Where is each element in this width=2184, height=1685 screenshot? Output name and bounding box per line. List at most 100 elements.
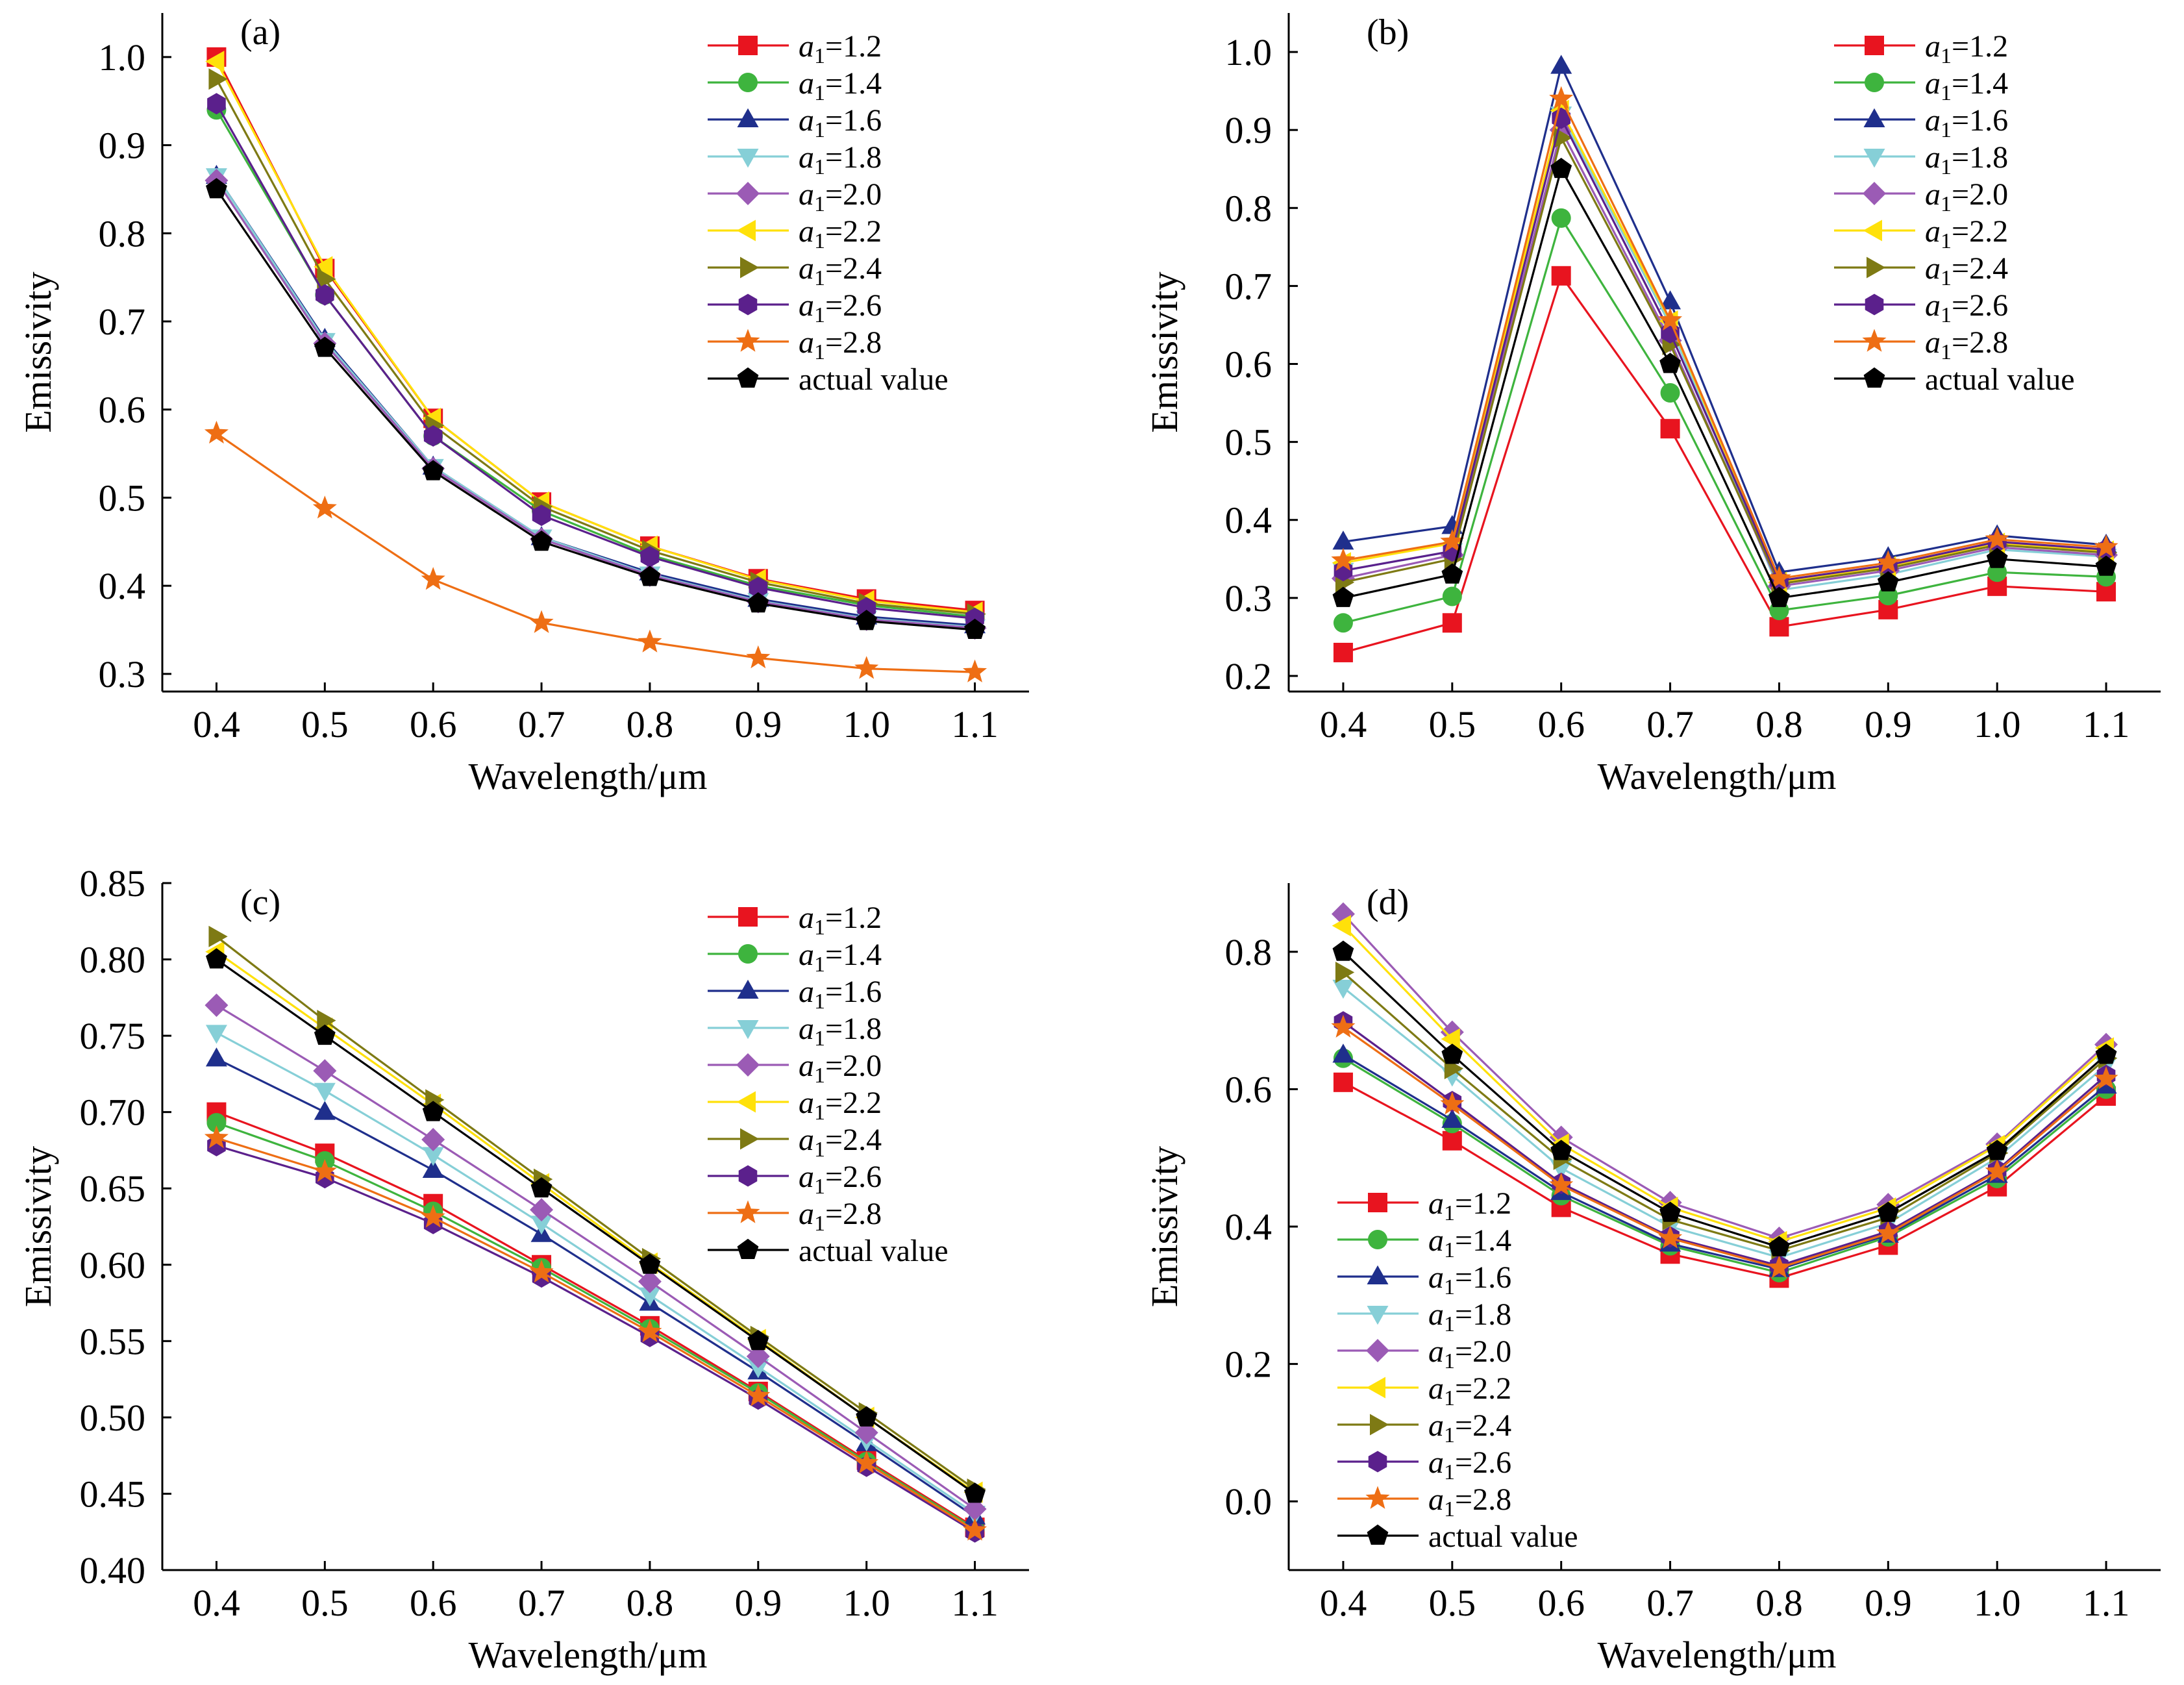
data-point: [1440, 529, 1465, 553]
legend-marker: [1368, 1230, 1387, 1249]
legend-label: a1=2.8: [1428, 1482, 1511, 1521]
x-tick-label: 0.6: [410, 703, 457, 745]
legend-marker: [737, 367, 759, 388]
legend-marker: [1365, 1486, 1390, 1509]
legend-marker: [736, 329, 760, 352]
series-line: [216, 103, 975, 619]
legend-item: a1=1.8: [1834, 140, 2008, 179]
panel-label: (b): [1367, 12, 1409, 53]
legend-item: a1=1.6: [1337, 1260, 1511, 1299]
x-tick-label: 0.6: [1537, 703, 1585, 745]
data-point: [206, 178, 227, 199]
panel-0: 0.3 0.4 0.5 0.6 0.7 0.8 0.9 1.0 0.4 0.5 0.6 0.7 0.8 0…: [17, 12, 1029, 797]
data-point: [1985, 527, 2009, 550]
series-a1_2.8: [204, 420, 987, 682]
data-point: [640, 545, 660, 568]
data-point: [1658, 1225, 1683, 1249]
series-line: [216, 936, 976, 1490]
data-point: [1986, 547, 2008, 568]
legend-label: a1=1.2: [1925, 29, 2008, 68]
y-tick-label: 0.2: [1225, 1343, 1272, 1386]
y-tick-label: 0.40: [80, 1549, 146, 1591]
data-point: [314, 1024, 336, 1045]
legend-marker: [736, 1091, 756, 1113]
legend-marker: [737, 1238, 759, 1259]
data-point: [422, 1147, 444, 1166]
y-tick-label: 0.0: [1225, 1480, 1272, 1523]
y-axis-title: Emissivity: [17, 1146, 59, 1307]
data-point: [530, 1177, 552, 1198]
data-point: [207, 93, 226, 115]
data-point: [963, 1497, 987, 1521]
series-line: [216, 1121, 976, 1530]
legend-label: actual value: [1925, 362, 2075, 397]
x-tick-label: 1.0: [843, 703, 890, 745]
data-point: [1440, 1092, 1465, 1115]
data-point: [1332, 979, 1354, 999]
series-line: [216, 1057, 976, 1518]
series-actual: [206, 178, 986, 639]
series-line: [1342, 1021, 2107, 1267]
legend-marker: [1368, 1193, 1387, 1212]
legend-marker: [1366, 1377, 1385, 1399]
data-point: [857, 597, 876, 619]
legend-item: a1=2.8: [708, 325, 882, 364]
series-line: [1343, 1081, 2107, 1279]
legend-label: a1=1.6: [1925, 103, 2008, 142]
legend-marker: [1367, 1306, 1389, 1325]
data-point: [204, 1125, 229, 1149]
legend-marker: [737, 149, 759, 168]
data-point: [1331, 1014, 1356, 1038]
data-point: [1335, 962, 1355, 984]
panel-label: (a): [240, 12, 280, 53]
data-point: [532, 505, 551, 527]
x-tick-label: 1.1: [951, 1582, 999, 1624]
x-tick-label: 0.8: [627, 1582, 674, 1624]
legend-marker: [1863, 108, 1885, 127]
legend-marker: [1367, 1265, 1389, 1284]
data-point: [1441, 1043, 1463, 1064]
legend-label: a1=1.6: [799, 975, 882, 1014]
x-tick-label: 1.1: [2083, 703, 2130, 745]
legend-label: a1=2.6: [799, 1160, 882, 1199]
series-line: [1342, 986, 2107, 1259]
legend-marker: [1367, 1524, 1389, 1545]
data-point: [205, 993, 229, 1017]
panel-label: (d): [1367, 882, 1409, 923]
legend-item: a1=2.8: [1834, 325, 2008, 364]
legend-label: a1=2.8: [799, 1197, 882, 1236]
data-point: [421, 1204, 445, 1228]
data-point: [313, 1059, 337, 1083]
legend-item: a1=2.8: [708, 1197, 882, 1236]
data-point: [747, 1330, 769, 1351]
data-point: [1877, 1201, 1899, 1222]
series-line: [1343, 95, 2107, 580]
data-point: [423, 425, 443, 447]
x-axis-title: Wavelength/μm: [469, 1634, 708, 1676]
legend-item: a1=2.4: [1834, 251, 2008, 290]
y-tick-label: 0.60: [80, 1244, 146, 1286]
data-point: [205, 1025, 227, 1044]
data-point: [529, 1260, 554, 1283]
legend-item: a1=1.4: [708, 66, 882, 105]
data-point: [1769, 617, 1789, 637]
legend-item: actual value: [708, 362, 949, 397]
data-point: [639, 1253, 661, 1274]
data-point: [1550, 1140, 1572, 1160]
legend-marker: [1865, 293, 1884, 316]
legend-item: a1=1.4: [1834, 66, 2008, 105]
data-point: [2094, 1066, 2118, 1090]
data-point: [1551, 266, 1571, 286]
series-actual: [1332, 157, 2117, 607]
data-point: [639, 1287, 661, 1307]
legend-marker: [1865, 36, 1884, 55]
legend-item: a1=2.8: [1337, 1482, 1511, 1521]
series-line: [1342, 1026, 2107, 1269]
legend-marker: [738, 944, 758, 964]
y-tick-label: 0.4: [99, 565, 146, 607]
legend-item: a1=1.6: [708, 975, 882, 1014]
x-tick-label: 0.9: [735, 1582, 782, 1624]
data-point: [1550, 55, 1572, 74]
y-tick-label: 0.50: [80, 1397, 146, 1439]
x-tick-label: 0.8: [1756, 703, 1803, 745]
